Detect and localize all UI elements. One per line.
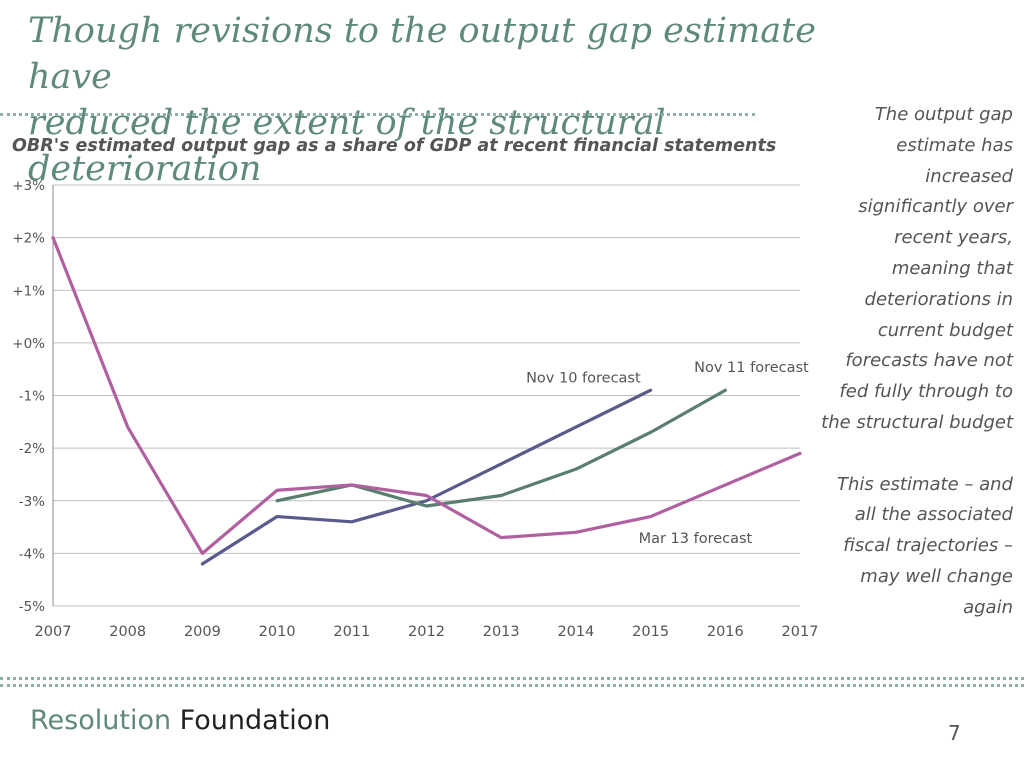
y-tick-label: +2% — [12, 231, 45, 247]
chart-title: OBR's estimated output gap as a share of… — [12, 136, 777, 156]
x-tick-label: 2017 — [782, 624, 819, 640]
x-tick-label: 2010 — [259, 624, 296, 640]
x-tick-label: 2015 — [632, 624, 669, 640]
series-label-nov-11-forecast: Nov 11 forecast — [694, 360, 809, 376]
x-tick-label: 2011 — [333, 624, 370, 640]
x-tick-label: 2009 — [184, 624, 221, 640]
y-tick-label: -3% — [19, 494, 45, 510]
brand-name-foundation: Foundation — [179, 705, 331, 736]
side-note-paragraph-1: The output gap estimate has increased si… — [821, 104, 1013, 433]
x-tick-label: 2014 — [557, 624, 594, 640]
footer-divider-lower — [0, 684, 1024, 687]
y-tick-label: -4% — [19, 546, 45, 562]
side-note: The output gap estimate has increased si… — [813, 100, 1013, 624]
page-number: 7 — [948, 721, 961, 745]
series-line-nov-10-forecast — [200, 388, 653, 566]
y-tick-label: +1% — [12, 283, 45, 299]
series-label-mar-13-forecast: Mar 13 forecast — [639, 531, 753, 547]
y-tick-label: -1% — [19, 389, 45, 405]
side-note-paragraph-2: This estimate – and all the associated f… — [836, 473, 1013, 618]
series-label-nov-10-forecast: Nov 10 forecast — [526, 370, 641, 386]
slide-title-line-1: Though revisions to the output gap estim… — [28, 11, 816, 97]
x-tick-label: 2013 — [483, 624, 520, 640]
footer-divider-upper — [0, 677, 1024, 680]
y-tick-label: +0% — [12, 336, 45, 352]
y-tick-label: -5% — [19, 599, 45, 615]
brand-name-resolution: Resolution — [30, 705, 172, 736]
slide-title: Though revisions to the output gap estim… — [28, 8, 908, 192]
x-tick-label: 2012 — [408, 624, 445, 640]
slide-title-line-2: reduced the extent of the structural det… — [28, 103, 666, 189]
x-tick-label: 2008 — [109, 624, 146, 640]
x-tick-label: 2007 — [35, 624, 72, 640]
x-tick-label: 2016 — [707, 624, 744, 640]
title-divider — [0, 113, 755, 116]
y-tick-label: +3% — [12, 178, 45, 194]
y-tick-label: -2% — [19, 441, 45, 457]
output-gap-chart: +3% +2% +1% +0% -1% -2% -3% -4% -5% 2007 2008 2009 2… — [12, 178, 819, 640]
brand-logo: Resolution Foundation — [30, 705, 330, 736]
